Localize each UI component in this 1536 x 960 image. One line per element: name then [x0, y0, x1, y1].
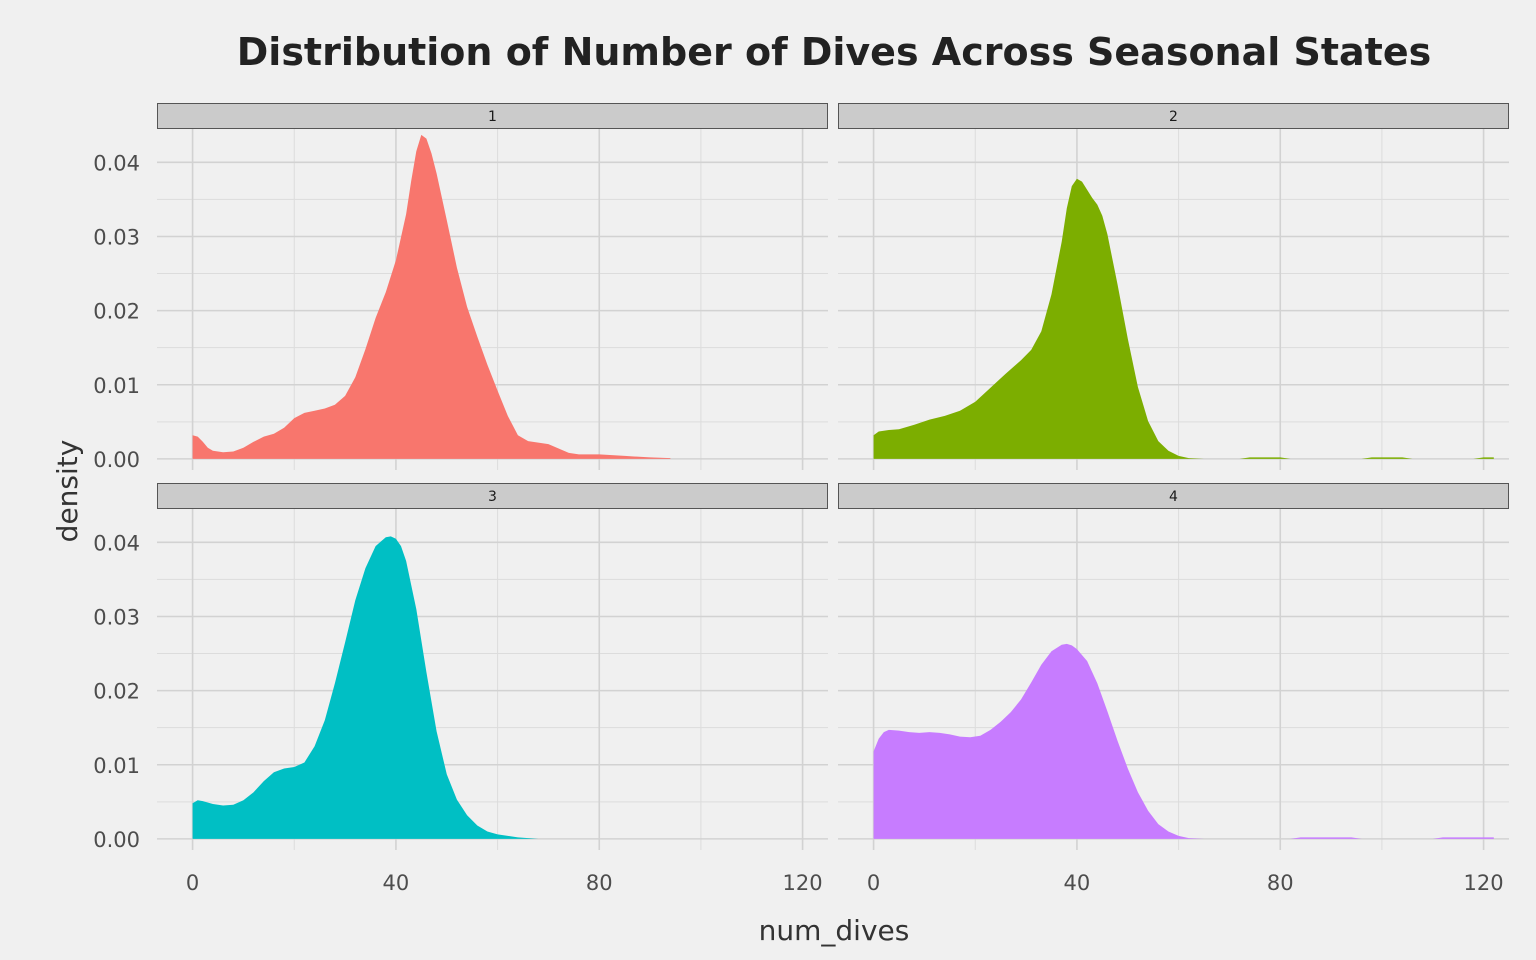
y-tick-label: 0.00: [93, 828, 140, 852]
facet-strip: [157, 483, 828, 509]
facet-strip-label: 4: [1169, 489, 1178, 505]
density-area-1: [192, 134, 671, 459]
facet-strip: [838, 483, 1509, 509]
y-tick-label: 0.03: [93, 225, 140, 249]
facet-panel-4: 40 40 80 120: [838, 483, 1509, 895]
x-tick-label: 0: [186, 871, 199, 895]
y-tick-label: 0.04: [93, 531, 140, 555]
x-tick-label: 80: [1267, 871, 1294, 895]
facet-panel-1: 1 0.00 0.01 0.02 0.03 0.04: [93, 103, 828, 472]
y-tick-label: 0.04: [93, 151, 140, 175]
facet-panels: 1 0.00 0.01 0.02 0.03 0.04 2 3 0.00 0.01 0.02 0.03 0…: [93, 103, 1509, 895]
y-tick-label: 0.02: [93, 680, 140, 704]
x-tick-label: 40: [383, 871, 410, 895]
facet-strip: [838, 103, 1509, 129]
y-axis-label: density: [51, 440, 84, 543]
density-area-4: [873, 643, 1494, 839]
facet-strip: [157, 103, 828, 129]
facet-strip-label: 2: [1169, 109, 1178, 125]
facet-strip-label: 1: [488, 109, 497, 125]
x-tick-label: 120: [783, 871, 823, 895]
x-tick-label: 120: [1464, 871, 1504, 895]
x-tick-label: 80: [586, 871, 613, 895]
x-tick-label: 40: [1064, 871, 1091, 895]
y-tick-label: 0.03: [93, 605, 140, 629]
y-tick-label: 0.02: [93, 300, 140, 324]
x-tick-label: 0: [867, 871, 880, 895]
x-axis-label: num_dives: [759, 914, 910, 947]
facet-panel-2: 2: [838, 103, 1509, 470]
chart-title: Distribution of Number of Dives Across S…: [237, 30, 1431, 74]
facet-panel-3: 3 0.00 0.01 0.02 0.03 0.04 0 40 80 120: [93, 483, 828, 895]
density-area-3: [192, 536, 539, 839]
density-area-2: [873, 178, 1494, 459]
facet-strip-label: 3: [488, 489, 497, 505]
y-tick-label: 0.01: [93, 374, 140, 398]
y-tick-label: 0.01: [93, 754, 140, 778]
y-tick-label: 0.00: [93, 448, 140, 472]
